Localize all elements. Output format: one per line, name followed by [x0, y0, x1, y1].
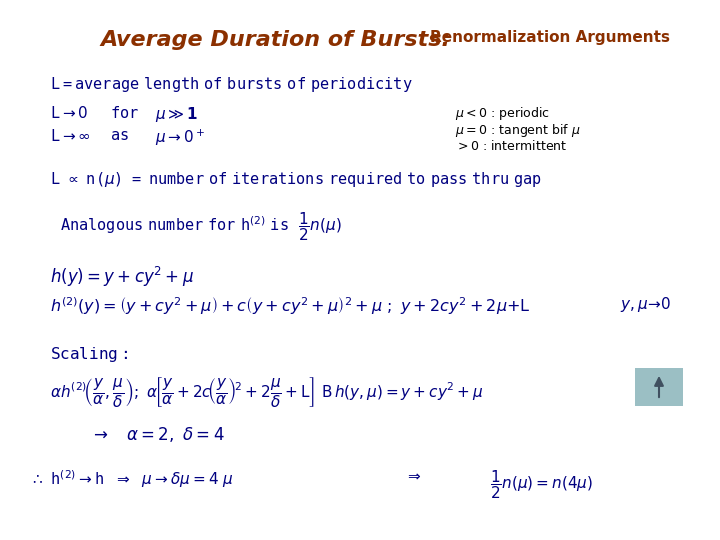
Text: Average Duration of Bursts:: Average Duration of Bursts:	[100, 30, 451, 50]
Text: $> 0$ : intermittent: $> 0$ : intermittent	[455, 139, 567, 153]
Text: $h^{(2)}(y)=\left(y+cy^2+\mu\right)+c\left(y+cy^2+\mu\right)^2+\mu\ ;\ y+2cy^2+2: $h^{(2)}(y)=\left(y+cy^2+\mu\right)+c\le…	[50, 295, 531, 316]
Text: $\mathtt{as}$: $\mathtt{as}$	[110, 128, 129, 143]
Text: $\therefore\ \mathtt{h}^{(2)}\rightarrow\mathtt{h}\ \ \Rightarrow\ \ \mu\rightar: $\therefore\ \mathtt{h}^{(2)}\rightarrow…	[30, 468, 234, 490]
Text: $\mathtt{Scaling:}$: $\mathtt{Scaling:}$	[50, 345, 128, 364]
Text: $\mathtt{L} \rightarrow \infty$: $\mathtt{L} \rightarrow \infty$	[50, 128, 91, 144]
Text: $\mathtt{L = average\ length\ of\ bursts\ of\ periodicity}$: $\mathtt{L = average\ length\ of\ bursts…	[50, 75, 413, 94]
Text: $\mu \gg \mathbf{1}$: $\mu \gg \mathbf{1}$	[155, 105, 198, 124]
Text: $\dfrac{1}{2}n(\mu)=n(4\mu)$: $\dfrac{1}{2}n(\mu)=n(4\mu)$	[490, 468, 593, 501]
FancyBboxPatch shape	[635, 368, 683, 406]
Text: $y,\mu\!\rightarrow\!0$: $y,\mu\!\rightarrow\!0$	[620, 295, 671, 314]
Text: $\mu < 0$ : periodic: $\mu < 0$ : periodic	[455, 105, 550, 122]
Text: $h(y)=y+cy^2+\mu$: $h(y)=y+cy^2+\mu$	[50, 265, 194, 289]
Text: $\mathtt{for}$: $\mathtt{for}$	[110, 105, 139, 121]
Text: $\mathtt{Analogous\ number\ for\ h}^{(2)}\mathtt{\ is\ \ }\dfrac{1}{2}n(\mu)$: $\mathtt{Analogous\ number\ for\ h}^{(2)…	[60, 210, 342, 243]
Text: $\mu \rightarrow 0^+$: $\mu \rightarrow 0^+$	[155, 128, 205, 148]
Text: $\alpha h^{(2)}\!\left(\dfrac{y}{\alpha},\dfrac{\mu}{\delta}\right)$$;\ \alpha\!: $\alpha h^{(2)}\!\left(\dfrac{y}{\alpha}…	[50, 375, 484, 409]
Text: $\mathtt{L} \rightarrow 0$: $\mathtt{L} \rightarrow 0$	[50, 105, 89, 121]
Text: Renormalization Arguments: Renormalization Arguments	[430, 30, 670, 45]
Text: $\mu = 0$ : tangent bif $\mu$: $\mu = 0$ : tangent bif $\mu$	[455, 122, 580, 139]
Text: $\mathtt{L}\ \propto\ \mathtt{n(}\mu\mathtt{)\ =\ number\ of\ iterations\ requir: $\mathtt{L}\ \propto\ \mathtt{n(}\mu\mat…	[50, 170, 542, 189]
Text: $\Rightarrow$: $\Rightarrow$	[405, 468, 422, 483]
Text: $\rightarrow \quad \alpha=2,\ \delta=4$: $\rightarrow \quad \alpha=2,\ \delta=4$	[90, 425, 225, 444]
